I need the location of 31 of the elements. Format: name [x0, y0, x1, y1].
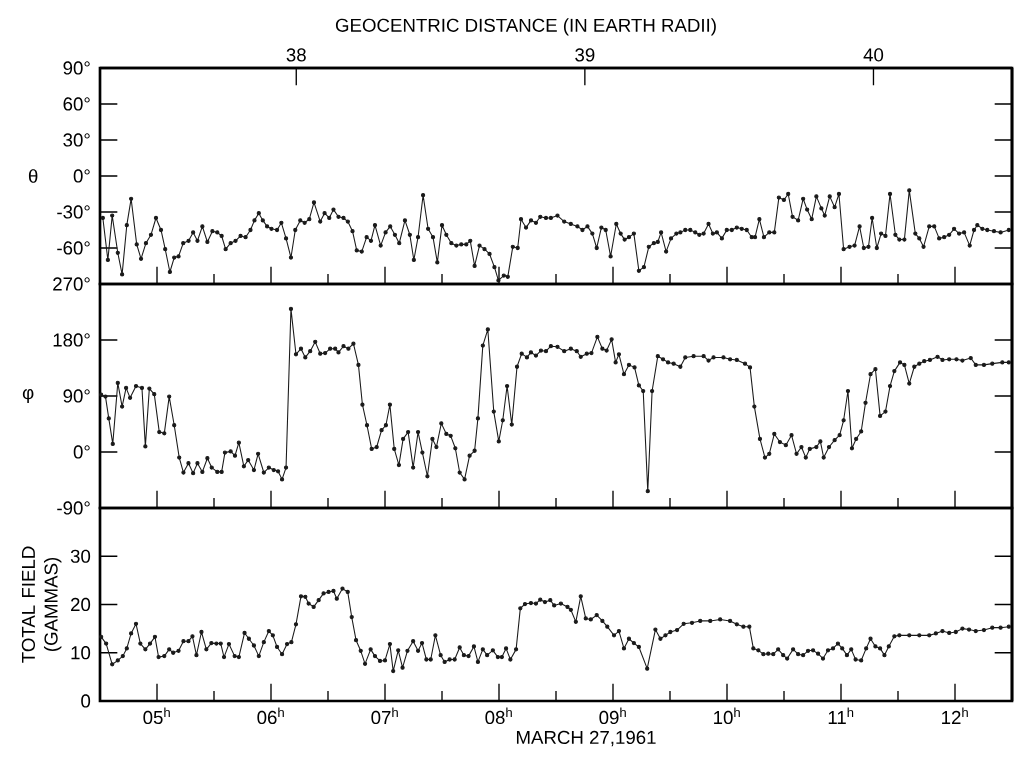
x-tick-label: 05$^{h}$	[143, 707, 170, 725]
y-axis-title: φ	[22, 389, 34, 403]
x-tick-label: 11$^{h}$	[828, 707, 854, 724]
x-tick-label: 06$^{h}$	[257, 707, 284, 725]
y-tick-label: 0	[81, 694, 91, 708]
x2-tick-label: 39	[575, 48, 595, 62]
y-axis-title: TOTAL FIELD (GAMMAS)	[21, 546, 62, 663]
x2-axis-title: GEOCENTRIC DISTANCE (IN EARTH RADII)	[335, 18, 716, 36]
y-tick-label: 270°	[53, 277, 90, 291]
x-tick-label: 10$^{h}$	[714, 707, 740, 725]
y-tick-label: 0°	[73, 169, 90, 183]
x-axis-title: MARCH 27,1961	[516, 730, 656, 747]
y-tick-label: 180°	[53, 333, 90, 347]
y-tick-label: -90°	[57, 501, 90, 515]
y-tick-label: 60°	[63, 97, 90, 111]
y-tick-label: 90°	[63, 389, 90, 403]
y-tick-label: 20	[71, 597, 91, 612]
y-tick-label: -30°	[57, 205, 90, 219]
y-tick-label: 30°	[63, 133, 90, 147]
y-tick-label: 10	[71, 646, 91, 660]
x-tick-label: 12$^{h}$	[942, 707, 968, 724]
x2-tick-label: 38	[286, 48, 306, 62]
y-tick-label: 0°	[73, 445, 90, 459]
y-tick-label: 90°	[63, 61, 90, 75]
y-tick-label: -60°	[57, 241, 90, 255]
y-axis-title: θ	[28, 169, 38, 183]
x-tick-label: 07$^{h}$	[371, 707, 398, 725]
x2-tick-label: 40	[863, 48, 884, 62]
x-tick-label: 09$^{h}$	[599, 707, 626, 725]
y-tick-label: 30	[70, 549, 91, 563]
x-tick-label: 08$^{h}$	[485, 707, 512, 725]
